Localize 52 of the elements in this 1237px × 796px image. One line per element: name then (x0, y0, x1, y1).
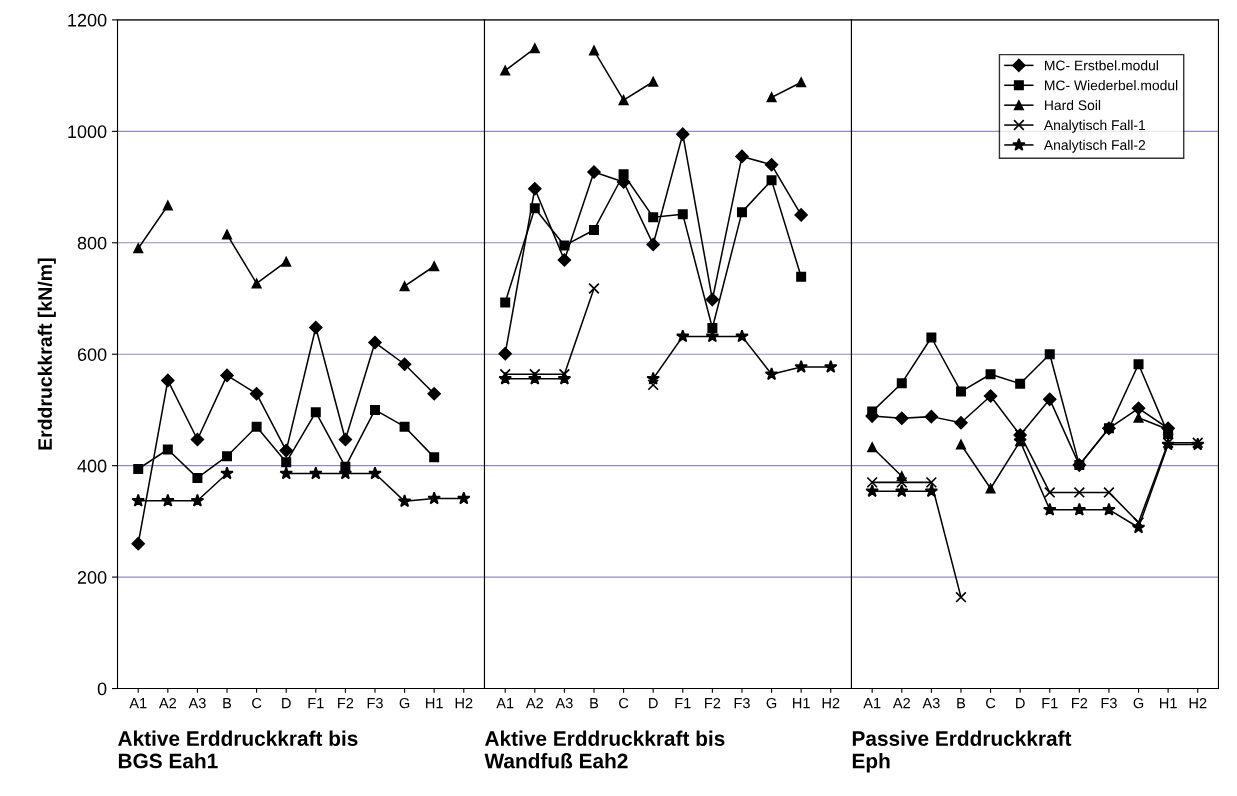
x-tick-label: A1 (129, 698, 147, 709)
x-tick-label: D (1016, 698, 1025, 709)
x-tick-label: C (252, 697, 262, 709)
y-tick-label: 0 (97, 682, 107, 696)
x-tick-label: G (766, 697, 777, 709)
legend-label: MC- Wiederbel.modul (1045, 80, 1178, 91)
x-tick-label: F2 (1072, 697, 1088, 709)
x-tick-label: F2 (338, 697, 354, 709)
x-tick-label: F1 (1042, 698, 1058, 709)
legend-label: MC- Erstbel.modul (1045, 60, 1158, 71)
y-tick-label: 800 (77, 236, 107, 250)
x-axis-title: Passive Erddruckkraft Eph (852, 730, 1072, 773)
x-tick-label: H2 (822, 697, 840, 709)
x-tick-label: B (223, 698, 232, 709)
x-tick-label: D (649, 698, 658, 709)
x-tick-label: G (1133, 697, 1144, 709)
x-tick-label: H1 (1160, 698, 1177, 709)
x-tick-label: C (619, 697, 629, 709)
x-tick-label: A2 (158, 697, 177, 709)
x-tick-label: A1 (863, 698, 881, 709)
x-tick-label: G (399, 697, 410, 709)
x-tick-label: F3 (367, 697, 383, 709)
legend-label: Analytisch Fall-2 (1043, 139, 1146, 153)
x-tick-label: A3 (922, 697, 940, 709)
x-tick-label: A2 (525, 697, 543, 709)
y-tick-label: 400 (77, 459, 107, 473)
x-tick-label: H1 (426, 698, 443, 709)
x-axis-title: Aktive Erddruckkraft bis BGS Eah1 (118, 730, 358, 769)
x-tick-label: H2 (1189, 697, 1207, 709)
x-tick-label: F1 (675, 698, 691, 709)
x-tick-label: B (957, 698, 966, 709)
x-tick-label: F1 (308, 698, 324, 709)
x-tick-label: F3 (1101, 697, 1117, 709)
x-tick-label: A3 (555, 697, 573, 709)
x-tick-label: D (282, 698, 291, 709)
x-tick-label: F2 (705, 697, 721, 709)
x-tick-label: F3 (734, 697, 750, 709)
legend-label: Analytisch Fall-1 (1043, 119, 1146, 133)
y-tick-label: 200 (77, 571, 107, 584)
x-axis-title: Aktive Erddruckkraft bis Wandfuß Eah2 (484, 730, 725, 769)
x-tick-label: A2 (892, 697, 910, 709)
legend-label: Hard Soil (1045, 99, 1101, 111)
x-tick-label: A3 (188, 697, 206, 709)
y-tick-label: 1000 (68, 125, 107, 139)
x-tick-label: A1 (496, 698, 514, 709)
x-tick-label: B (590, 698, 599, 709)
y-axis-title: Erddruckkraft [kN/m] (37, 258, 56, 450)
y-tick-label: 600 (77, 348, 107, 361)
x-tick-label: H1 (793, 698, 810, 709)
x-tick-label: C (986, 697, 996, 709)
y-tick-label: 1200 (68, 13, 107, 27)
x-tick-label: H2 (455, 697, 473, 709)
